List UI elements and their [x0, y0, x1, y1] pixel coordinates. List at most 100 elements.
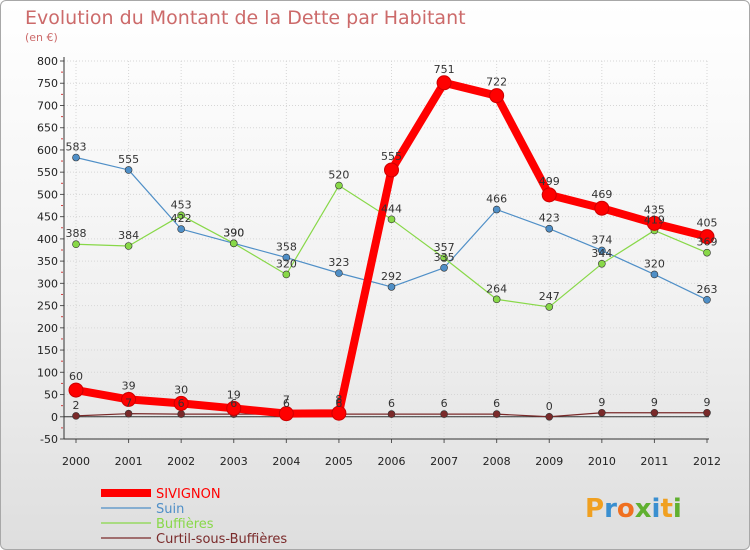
data-label: 292 [381, 270, 402, 283]
data-point [594, 200, 610, 216]
axes [60, 57, 709, 443]
y-tick-label: 800 [37, 55, 58, 68]
data-label: 358 [276, 241, 297, 254]
data-label: 6 [388, 397, 395, 410]
x-tick-label: 2012 [693, 455, 721, 468]
data-point [72, 240, 80, 249]
data-label: 320 [644, 257, 665, 270]
x-tick-labels: 2000 2001 2002 2003 2004 2005 2006 2007 2008 2009… [62, 455, 721, 468]
data-label: 555 [118, 153, 139, 166]
data-label: 499 [539, 175, 560, 188]
data-label: 7 [125, 397, 132, 410]
y-tick-label: 50 [44, 389, 58, 402]
data-point [492, 410, 501, 418]
data-label: 466 [486, 193, 507, 206]
data-point [72, 412, 80, 420]
data-label: 30 [174, 383, 188, 396]
y-tick-label: 600 [37, 144, 58, 157]
data-labels: 2 7 6 6 6 6 6 6 6 0 9 9 9583555422390358323292335466… [66, 63, 718, 413]
data-label: 6 [230, 397, 237, 410]
data-label: 9 [598, 396, 605, 409]
y-tick-label: 700 [37, 99, 58, 112]
y-tick-label: 350 [37, 255, 58, 268]
x-tick-label: 2010 [588, 455, 616, 468]
data-label: 374 [591, 233, 612, 246]
data-point [436, 75, 452, 91]
legend-label: Buffières [156, 517, 214, 532]
data-point [489, 88, 505, 104]
data-point [177, 225, 185, 233]
y-tick-label: 150 [37, 344, 58, 357]
data-point [384, 162, 399, 178]
data-point [650, 270, 659, 279]
x-tick-label: 2009 [535, 455, 563, 468]
data-label: 19 [227, 388, 241, 401]
y-tick-label: 300 [37, 277, 58, 290]
series-group [68, 75, 715, 422]
data-point [703, 296, 711, 304]
data-point [121, 391, 137, 407]
y-tick-label: 500 [37, 188, 58, 201]
data-point [703, 248, 711, 257]
data-point [598, 246, 606, 255]
data-point [387, 283, 396, 291]
x-tick-label: 2011 [640, 455, 668, 468]
data-label: 422 [171, 212, 192, 225]
data-label: 60 [69, 370, 83, 383]
data-point [68, 382, 84, 398]
data-point [650, 408, 659, 417]
data-point [173, 395, 189, 411]
data-point [124, 409, 133, 418]
data-label: 39 [122, 379, 136, 392]
y-tick-label: 250 [37, 300, 58, 313]
data-point [598, 259, 606, 268]
data-label: 390 [223, 226, 244, 239]
y-tick-label: 550 [37, 166, 58, 179]
x-tick-label: 2001 [115, 455, 143, 468]
y-tick-labels: -50 0 50 100 150 200 250 300 350 400 450 500 550 600 6… [37, 55, 58, 446]
data-label: 7 [283, 394, 290, 407]
y-tick-label: -50 [40, 433, 58, 446]
data-label: 751 [434, 63, 455, 76]
data-label: 344 [591, 247, 612, 260]
data-label: 384 [118, 229, 139, 242]
x-tick-label: 2000 [62, 455, 90, 468]
data-point [177, 211, 185, 220]
data-label: 444 [381, 202, 402, 215]
data-point [282, 253, 291, 262]
data-label: 6 [283, 397, 290, 410]
data-point [124, 242, 133, 250]
y-tick-label: 650 [37, 122, 58, 135]
data-label: 6 [493, 397, 500, 410]
data-label: 9 [704, 396, 711, 409]
data-label: 520 [328, 169, 349, 182]
data-label: 405 [697, 217, 718, 230]
x-tick-label: 2004 [272, 455, 300, 468]
data-label: 419 [644, 213, 665, 226]
data-label: 335 [434, 251, 455, 264]
data-point [177, 410, 185, 418]
data-point [541, 187, 557, 203]
data-label: 6 [335, 397, 342, 410]
legend-label: SIVIGNON [156, 487, 221, 502]
data-label: 423 [539, 212, 560, 225]
data-label: 583 [66, 141, 87, 154]
x-tick-label: 2002 [167, 455, 195, 468]
data-point [492, 295, 501, 304]
data-label: 6 [178, 397, 185, 410]
y-tick-label: 200 [37, 322, 58, 335]
data-label: 435 [644, 203, 665, 216]
x-tick-label: 2008 [483, 455, 511, 468]
data-point [124, 166, 133, 174]
data-point [545, 412, 554, 421]
data-label: 722 [486, 76, 507, 89]
y-tick-label: 750 [37, 77, 58, 90]
data-point [278, 406, 294, 422]
chart-subtitle: (en €) [25, 31, 58, 44]
data-point [226, 400, 242, 416]
data-label: 247 [539, 290, 560, 303]
data-label: 263 [697, 283, 718, 296]
data-label: 369 [697, 236, 718, 249]
